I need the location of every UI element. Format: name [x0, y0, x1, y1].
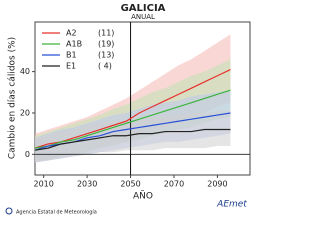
legend-label: E1 — [66, 62, 76, 71]
legend-count: ( 4) — [98, 62, 112, 71]
x-tick-label: 2030 — [77, 180, 97, 189]
x-tick-label: 2070 — [164, 180, 184, 189]
x-tick-label: 2010 — [34, 180, 54, 189]
x-tick-label: 2090 — [207, 180, 227, 189]
legend-label: A1B — [66, 40, 82, 49]
legend-count: (11) — [98, 29, 114, 38]
source: Agencia Estatal de Meteorología — [16, 209, 97, 216]
chart: GALICIA ANUAL AÑO Cambio en días cálidos… — [5, 3, 251, 216]
y-tick-label: 40 — [20, 67, 30, 76]
chart-title: GALICIA — [121, 3, 166, 14]
y-tick-label: 20 — [20, 108, 30, 117]
legend-label: B1 — [66, 51, 77, 60]
legend-label: A2 — [66, 29, 77, 38]
legend-count: (19) — [98, 40, 114, 49]
band — [35, 110, 231, 163]
y-axis-label: Cambio en días cálidos (%) — [8, 37, 18, 159]
logo-icon — [5, 207, 13, 215]
x-axis-label: AÑO — [133, 191, 153, 202]
chart-subtitle: ANUAL — [131, 13, 155, 21]
series-line — [34, 69, 231, 149]
x-tick-label: 2050 — [120, 180, 140, 189]
series-line — [34, 128, 231, 151]
logo: AEmet — [216, 200, 247, 210]
y-tick-label: 0 — [25, 150, 30, 159]
legend-count: (13) — [98, 51, 114, 60]
series-line — [34, 89, 231, 149]
